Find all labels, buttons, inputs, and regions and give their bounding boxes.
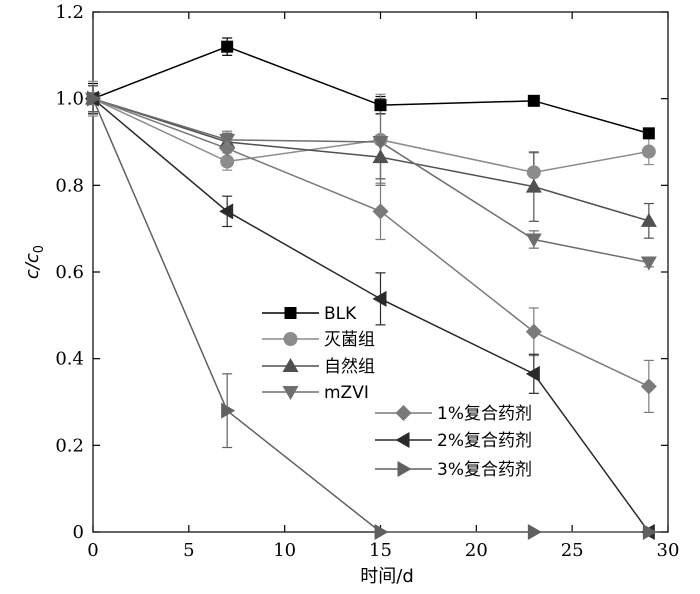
x-tick-label: 0 <box>87 540 98 561</box>
y-tick-label: 0 <box>73 522 84 543</box>
data-point <box>372 290 387 307</box>
data-point <box>527 94 540 107</box>
y-axis-title-sep: /c <box>22 253 43 271</box>
y-axis-title-sub: 0 <box>32 245 47 253</box>
data-point <box>374 524 389 540</box>
legend-label: mZVI <box>324 383 369 403</box>
x-tick-label: 5 <box>183 540 194 561</box>
legend-marker <box>397 461 412 477</box>
data-point <box>641 144 656 159</box>
data-point <box>374 99 387 112</box>
x-axis-title: 时间/d <box>360 566 414 587</box>
y-tick-label: 0.4 <box>55 349 84 370</box>
legend-label: BLK <box>324 304 357 324</box>
y-tick-label: 1.2 <box>55 2 84 23</box>
data-point <box>87 90 101 107</box>
legend-marker <box>282 358 299 372</box>
data-point <box>525 323 542 340</box>
y-axis-title-main: c <box>22 269 43 279</box>
legend-label: 灭菌组 <box>324 330 375 350</box>
legend-marker <box>283 332 298 346</box>
data-point <box>372 149 389 164</box>
series-line-7 <box>92 98 649 533</box>
legend-label: 自然组 <box>324 357 375 377</box>
y-tick-label: 0.2 <box>55 435 84 456</box>
data-point <box>527 524 542 540</box>
legend-label: 2%复合药剂 <box>437 431 532 451</box>
x-tick-label: 10 <box>273 540 296 561</box>
x-tick-label: 15 <box>369 540 392 561</box>
y-axis-title-sep-text: /c <box>22 253 43 271</box>
data-point <box>372 203 389 220</box>
y-axis-title: c/c0 <box>22 245 47 279</box>
data-point <box>640 212 657 227</box>
data-point <box>525 233 542 248</box>
legend-label: 3%复合药剂 <box>437 460 532 480</box>
y-tick-label: 0.6 <box>55 262 84 283</box>
data-point <box>640 378 657 395</box>
data-point <box>221 402 236 419</box>
y-tick-label: 0.8 <box>55 175 84 196</box>
series-line-6 <box>92 98 650 533</box>
x-tick-label: 20 <box>465 540 488 561</box>
data-point <box>372 136 389 150</box>
series-line-1 <box>92 45 650 135</box>
legend-marker <box>282 386 299 400</box>
data-point <box>525 178 542 193</box>
x-tick-label: 30 <box>657 540 680 561</box>
plot-area-border <box>92 11 669 533</box>
data-point <box>642 524 657 540</box>
y-tick-label: 1.0 <box>55 89 84 110</box>
series-line-3 <box>92 97 650 222</box>
data-point <box>526 165 541 180</box>
legend-marker <box>395 432 410 448</box>
data-point <box>219 203 234 220</box>
series-line-4 <box>92 97 649 264</box>
legend-label: 1%复合药剂 <box>437 404 532 424</box>
data-point <box>219 140 236 157</box>
data-point <box>525 365 540 382</box>
data-point <box>642 127 655 140</box>
x-tick-label: 25 <box>561 540 584 561</box>
data-point <box>221 40 234 53</box>
data-point <box>640 256 657 271</box>
data-point <box>220 154 235 169</box>
legend-marker <box>284 307 297 319</box>
legend-marker <box>395 405 412 421</box>
